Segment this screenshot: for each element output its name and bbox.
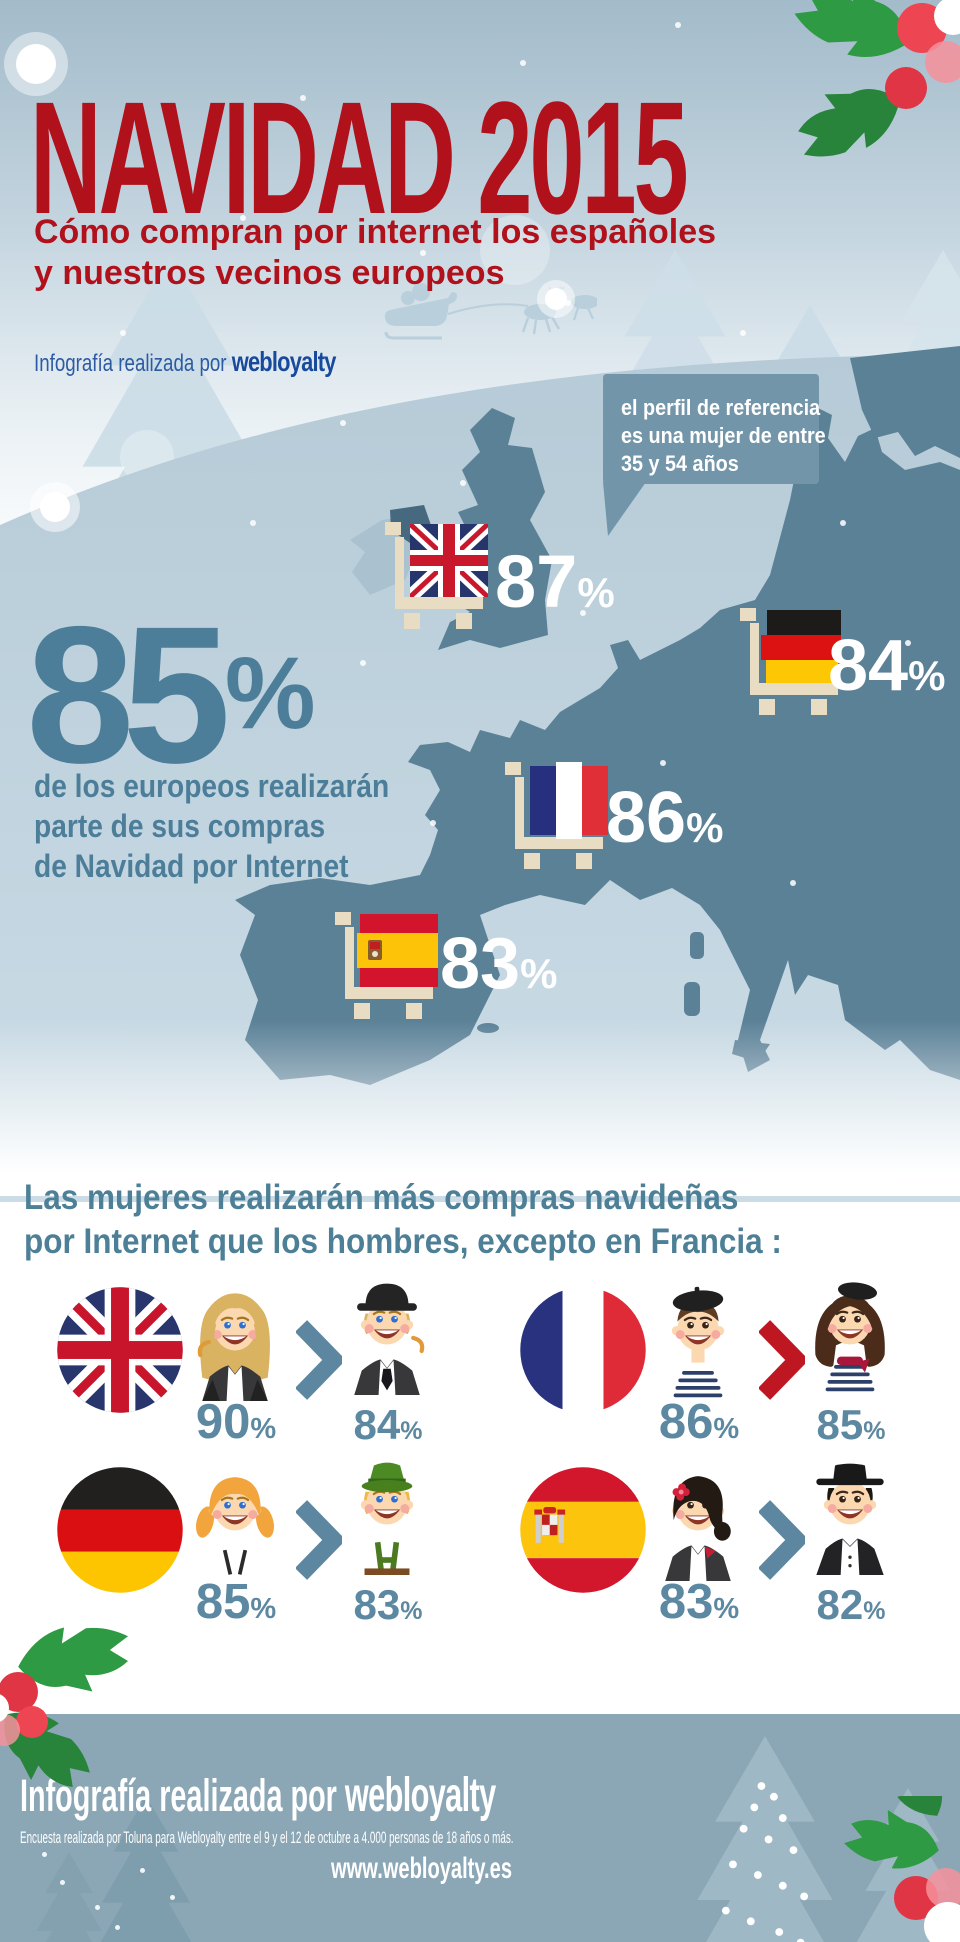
spain-flag-icon <box>520 1467 646 1593</box>
uk-flag-cart-icon <box>385 522 488 629</box>
germany-man-alpine-hat-avatar <box>359 1462 415 1575</box>
holly-icon <box>0 1612 139 1806</box>
webloyalty-logo: webloyalty <box>231 346 337 377</box>
uk-flag-icon <box>57 1287 183 1413</box>
callout-tail <box>603 482 646 536</box>
france-flag-icon <box>520 1287 646 1413</box>
shopping-cart-icon <box>505 762 603 869</box>
shopping-cart-icon <box>385 522 483 629</box>
uk-men-stat: 84% <box>353 1401 423 1448</box>
spain-woman-flower-avatar <box>665 1476 731 1581</box>
europe-stat-description: de los europeos realizarán parte de sus … <box>34 768 390 884</box>
page-title: NAVIDAD 2015 <box>30 68 689 247</box>
snow-dots <box>0 0 5 5</box>
gender-section-heading: Las mujeres realizarán más compras navid… <box>24 1178 782 1261</box>
header-credit: Infografía realizada por webloyalty <box>34 346 337 377</box>
sardinia-island <box>684 982 700 1016</box>
spain-stat-value: 83% <box>440 924 558 1004</box>
footer-credit: Infografía realizada por webloyalty <box>20 1769 496 1822</box>
gender-row-uk: 90% 84% <box>52 1278 452 1453</box>
gender-row-france: 86% 85% <box>515 1278 915 1453</box>
germany-men-stat: 83% <box>353 1581 423 1628</box>
holly-icon <box>783 0 960 176</box>
germany-women-stat: 85% <box>195 1575 277 1629</box>
europe-stat-value: 85% <box>26 586 316 804</box>
snowball-icon <box>16 44 56 84</box>
gender-row-germany: 85% 83% <box>52 1458 452 1633</box>
snowball-icon <box>40 492 70 522</box>
spain-men-stat: 82% <box>816 1581 886 1628</box>
france-flag-cart-icon <box>505 762 608 869</box>
germany-flag-cart-icon <box>740 608 841 715</box>
france-stat-value: 86% <box>606 778 724 858</box>
france-man-beret-avatar <box>670 1286 726 1401</box>
umbrella-handle-icon <box>197 1339 211 1358</box>
shopping-cart-icon <box>740 608 838 715</box>
spain-women-stat: 83% <box>658 1575 740 1629</box>
spain-man-cordobes-hat-avatar <box>816 1463 884 1575</box>
bokeh-circle <box>480 215 550 285</box>
uk-woman-avatar <box>197 1293 270 1401</box>
france-men-stat: 86% <box>658 1395 740 1449</box>
germany-woman-pigtails-avatar <box>196 1477 274 1581</box>
christmas-tree-with-lights-icon <box>676 1736 854 1942</box>
flower-icon <box>672 1483 690 1501</box>
scandinavia-landmass <box>850 346 960 458</box>
germany-stat-value: 84% <box>828 626 946 706</box>
greater-than-icon <box>759 1500 805 1580</box>
christmas-tree-icon <box>26 1852 112 1942</box>
profile-callout: el perfil de referencia es una mujer de … <box>603 374 826 484</box>
survey-note: Encuesta realizada por Toluna para Weblo… <box>20 1828 514 1847</box>
map-fade <box>0 1020 960 1196</box>
greater-than-icon <box>296 1320 342 1400</box>
france-woman-beret-avatar <box>815 1282 885 1395</box>
corsica-island <box>690 932 704 959</box>
uk-women-stat: 90% <box>195 1395 277 1449</box>
umbrella-handle-icon <box>411 1335 425 1354</box>
page-subtitle: Cómo compran por internet los españoles … <box>34 213 717 292</box>
uk-stat-value: 87% <box>495 540 615 623</box>
greater-than-icon <box>759 1320 805 1400</box>
gender-row-spain: 83% 82% <box>515 1458 915 1633</box>
germany-flag-icon <box>57 1467 183 1593</box>
snowball-icon <box>545 288 567 310</box>
shopping-cart-icon <box>335 912 433 1019</box>
webloyalty-logo: webloyalty <box>344 1769 496 1822</box>
greater-than-icon <box>296 1500 342 1580</box>
france-women-stat: 85% <box>816 1401 886 1448</box>
holly-icon <box>841 1796 960 1942</box>
website-url: www.webloyalty.es <box>331 1852 512 1885</box>
uk-man-bowler-avatar <box>354 1283 425 1395</box>
spain-flag-cart-icon <box>335 912 438 1019</box>
